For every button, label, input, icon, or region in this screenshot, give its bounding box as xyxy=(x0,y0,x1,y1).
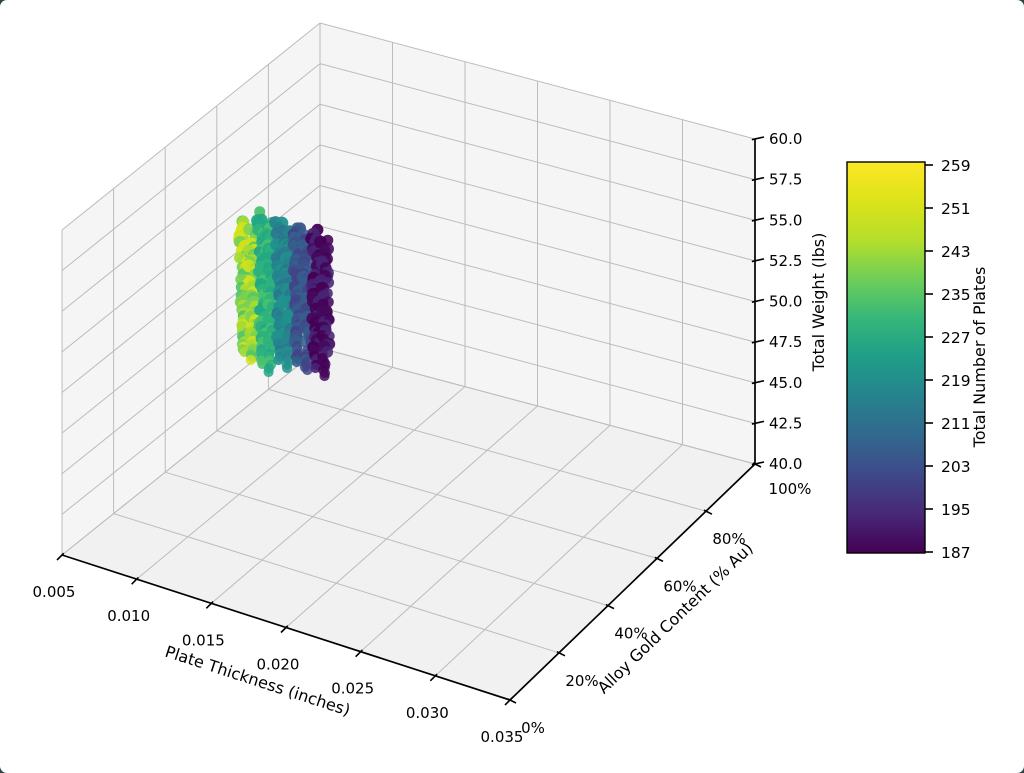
colorbar: 259 251 243 235 227 219 211 203 195 187 Total Num… xyxy=(846,157,989,562)
x-tick-labels: 0.005 0.010 0.015 0.020 0.025 0.030 0.035 xyxy=(33,583,524,746)
colorbar-tick-label: 219 xyxy=(941,372,971,390)
cluster-strand xyxy=(314,234,336,382)
y-tick-label: 80% xyxy=(712,530,745,548)
colorbar-tick-label: 243 xyxy=(941,243,971,261)
y-tick-label: 20% xyxy=(565,672,598,690)
y-tick-label: 60% xyxy=(663,577,696,595)
colorbar-tick-label: 235 xyxy=(941,286,971,304)
x-tick-label: 0.005 xyxy=(33,583,76,601)
z-tick-label: 42.5 xyxy=(769,414,802,432)
z-tick-label: 40.0 xyxy=(769,455,802,473)
y-tick-label: 0% xyxy=(521,719,545,737)
colorbar-tick-label: 203 xyxy=(941,458,971,476)
z-axis-label: Total Weight (lbs) xyxy=(809,233,828,373)
colorbar-tick-label: 227 xyxy=(941,329,971,347)
z-tick-label: 52.5 xyxy=(769,252,802,270)
colorbar-gradient xyxy=(846,161,926,554)
z-tick-label: 60.0 xyxy=(769,130,802,148)
colorbar-tick-label: 187 xyxy=(941,544,971,562)
y-tick-label: 40% xyxy=(614,625,647,643)
x-tick-label: 0.010 xyxy=(107,607,150,625)
tick-marks xyxy=(56,136,765,706)
x-tick-label: 0.025 xyxy=(331,680,374,698)
x-tick-label: 0.035 xyxy=(481,728,524,746)
z-tick-label: 55.0 xyxy=(769,211,802,229)
y-axis-line xyxy=(509,463,756,701)
colorbar-tick-marks xyxy=(925,164,933,553)
z-tick-label: 57.5 xyxy=(769,171,802,189)
colorbar-tick-labels: 259 251 243 235 227 219 211 203 195 187 xyxy=(941,157,971,562)
x-tick-label: 0.015 xyxy=(182,631,225,649)
x-tick-label: 0.020 xyxy=(257,656,300,674)
scatter-points xyxy=(233,206,336,382)
colorbar-label: Total Number of Plates xyxy=(970,267,989,449)
z-tick-label: 50.0 xyxy=(769,293,802,311)
colorbar-tick-label: 251 xyxy=(941,200,971,218)
z-tick-labels: 40.0 42.5 45.0 47.5 50.0 52.5 55.0 57.5 60.0 xyxy=(769,130,802,473)
axes-panes xyxy=(62,23,755,700)
colorbar-tick-label: 211 xyxy=(941,415,971,433)
colorbar-tick-label: 259 xyxy=(941,157,971,175)
x-axis-label: Plate Thickness (inches) xyxy=(163,642,353,720)
z-tick-label: 45.0 xyxy=(769,374,802,392)
z-tick-label: 47.5 xyxy=(769,333,802,351)
x-tick-label: 0.030 xyxy=(406,704,449,722)
y-tick-labels: 0% 20% 40% 60% 80% 100% xyxy=(521,480,811,737)
colorbar-tick-label: 195 xyxy=(941,501,971,519)
y-tick-label: 100% xyxy=(769,480,812,498)
